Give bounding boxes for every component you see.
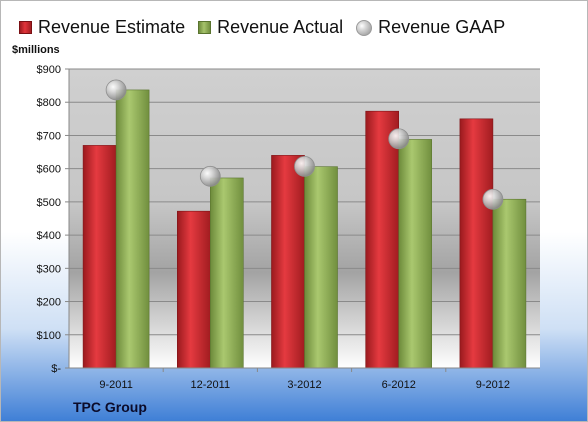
- chart-legend: Revenue Estimate Revenue Actual Revenue …: [19, 17, 505, 38]
- legend-swatch-gaap: [356, 19, 373, 36]
- x-tick-label: 12-2011: [191, 379, 231, 391]
- y-tick-label: $-: [51, 363, 61, 375]
- y-tick-label: $600: [37, 164, 61, 176]
- legend-item-gaap: Revenue GAAP: [356, 17, 505, 38]
- x-tick-label: 9-2011: [99, 379, 132, 391]
- y-tick-label: $200: [37, 297, 61, 309]
- y-tick-label: $800: [37, 97, 61, 109]
- legend-swatch-estimate: [19, 21, 32, 34]
- legend-item-estimate: Revenue Estimate: [19, 17, 185, 38]
- point-revenue-gaap: [388, 128, 410, 150]
- y-tick-label: $700: [37, 130, 61, 142]
- axes: $- $100 $200 $300 $400 $500 $600 $700 $800 $900 9-…: [37, 64, 540, 391]
- legend-label-actual: Revenue Actual: [217, 17, 344, 37]
- bars: [82, 89, 527, 369]
- company-name: TPC Group: [73, 399, 147, 415]
- bar-revenue-actual: [210, 177, 244, 369]
- y-tick-label: $900: [37, 64, 61, 76]
- y-axis-units-label: $millions: [12, 44, 60, 56]
- x-tick-label: 3-2012: [287, 379, 321, 391]
- legend-label-estimate: Revenue Estimate: [38, 17, 186, 37]
- bar-revenue-estimate: [82, 145, 117, 369]
- legend-swatch-actual: [198, 21, 212, 34]
- bar-revenue-actual: [304, 166, 338, 369]
- bar-revenue-actual: [398, 139, 433, 369]
- point-revenue-gaap: [105, 79, 127, 101]
- point-revenue-gaap: [199, 165, 221, 187]
- y-tick-label: $400: [37, 230, 61, 242]
- x-tick-label: 6-2012: [382, 379, 416, 391]
- point-revenue-gaap: [294, 155, 315, 177]
- y-tick-label: $100: [37, 330, 61, 342]
- bar-revenue-estimate: [459, 118, 494, 369]
- y-tick-label: $300: [37, 263, 61, 275]
- bar-revenue-actual: [492, 198, 527, 369]
- legend-label-gaap: Revenue GAAP: [378, 17, 506, 37]
- legend-item-actual: Revenue Actual: [198, 17, 343, 38]
- bar-revenue-estimate: [271, 155, 305, 369]
- bar-revenue-actual: [115, 89, 150, 369]
- point-revenue-gaap: [482, 188, 504, 210]
- bar-revenue-estimate: [177, 210, 211, 369]
- y-tick-label: $500: [37, 197, 61, 209]
- bar-revenue-estimate: [365, 110, 400, 369]
- x-tick-label: 9-2012: [476, 379, 510, 391]
- gaap-points: [105, 79, 504, 210]
